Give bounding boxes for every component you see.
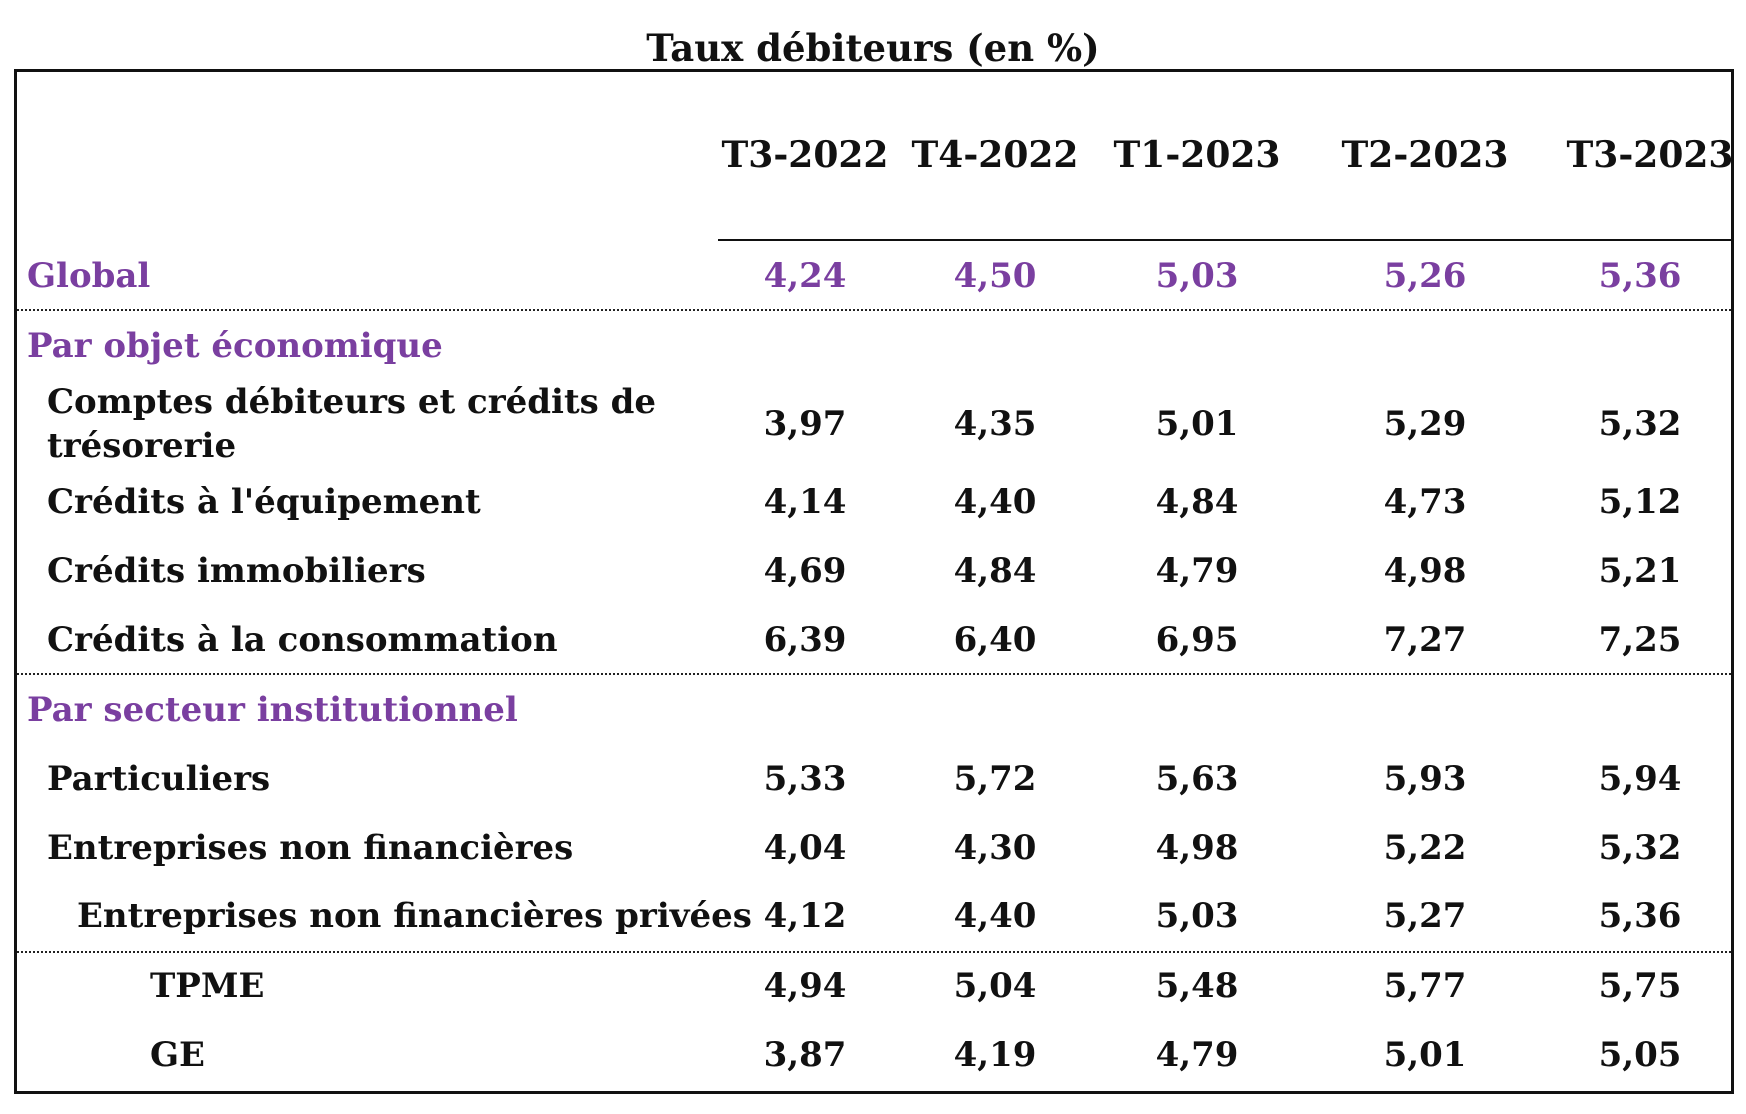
table-cell: 4,50 xyxy=(953,256,1037,296)
table-cell: 3,87 xyxy=(763,1035,847,1075)
table-frame xyxy=(14,69,1734,1094)
column-header: T1-2023 xyxy=(1113,134,1281,176)
table-cell: 5,22 xyxy=(1383,828,1467,868)
section-divider xyxy=(17,309,1731,311)
section-heading-objet: Par objet économique xyxy=(27,326,443,366)
row-label: GE xyxy=(150,1035,205,1075)
table-cell: 7,25 xyxy=(1598,620,1682,660)
row-label: Comptes débiteurs et crédits de xyxy=(47,382,657,422)
table-cell: 4,12 xyxy=(763,896,847,936)
row-label: Crédits immobiliers xyxy=(47,551,426,591)
table-cell: 3,97 xyxy=(763,404,847,444)
table-cell: 5,03 xyxy=(1155,896,1239,936)
table-cell: 4,84 xyxy=(1155,482,1239,522)
row-label: TPME xyxy=(150,966,265,1006)
column-header: T2-2023 xyxy=(1341,134,1509,176)
column-header: T3-2022 xyxy=(721,134,889,176)
table-cell: 4,98 xyxy=(1383,551,1467,591)
table-cell: 5,93 xyxy=(1383,759,1467,799)
table-cell: 5,01 xyxy=(1383,1035,1467,1075)
table-cell: 6,95 xyxy=(1155,620,1239,660)
table-cell: 4,79 xyxy=(1155,1035,1239,1075)
table-cell: 7,27 xyxy=(1383,620,1467,660)
section-divider xyxy=(17,673,1731,675)
table-cell: 5,48 xyxy=(1155,966,1239,1006)
table-cell: 4,98 xyxy=(1155,828,1239,868)
table-cell: 5,94 xyxy=(1598,759,1682,799)
row-label: Crédits à l'équipement xyxy=(47,482,481,522)
table-cell: 5,32 xyxy=(1598,404,1682,444)
table-cell: 6,40 xyxy=(953,620,1037,660)
row-label: Entreprises non financières privées xyxy=(77,896,752,936)
table-cell: 4,40 xyxy=(953,896,1037,936)
table-cell: 4,30 xyxy=(953,828,1037,868)
table-cell: 5,27 xyxy=(1383,896,1467,936)
table-cell: 4,73 xyxy=(1383,482,1467,522)
table-cell: 5,32 xyxy=(1598,828,1682,868)
table-cell: 5,77 xyxy=(1383,966,1467,1006)
table-cell: 4,35 xyxy=(953,404,1037,444)
table-title: Taux débiteurs (en %) xyxy=(646,26,1100,70)
column-header: T3-2023 xyxy=(1566,134,1734,176)
table-cell: 5,72 xyxy=(953,759,1037,799)
row-label-global: Global xyxy=(27,256,151,296)
table-cell: 5,05 xyxy=(1598,1035,1682,1075)
table-cell: 5,26 xyxy=(1383,256,1467,296)
table-cell: 5,21 xyxy=(1598,551,1682,591)
column-header: T4-2022 xyxy=(911,134,1079,176)
table-cell: 4,14 xyxy=(763,482,847,522)
table-cell: 4,69 xyxy=(763,551,847,591)
table-cell: 4,04 xyxy=(763,828,847,868)
table-cell: 4,84 xyxy=(953,551,1037,591)
table-cell: 4,79 xyxy=(1155,551,1239,591)
table-cell: 5,04 xyxy=(953,966,1037,1006)
table-cell: 4,94 xyxy=(763,966,847,1006)
table-cell: 5,33 xyxy=(763,759,847,799)
table-cell: 4,19 xyxy=(953,1035,1037,1075)
table-cell: 5,75 xyxy=(1598,966,1682,1006)
row-label: Entreprises non financières xyxy=(47,828,574,868)
table-cell: 4,40 xyxy=(953,482,1037,522)
table-cell: 5,03 xyxy=(1155,256,1239,296)
row-label: Particuliers xyxy=(47,759,271,799)
section-divider xyxy=(17,951,1731,953)
row-label: trésorerie xyxy=(47,426,237,466)
table-cell: 4,24 xyxy=(763,256,847,296)
section-heading-secteur: Par secteur institutionnel xyxy=(27,690,518,730)
table-cell: 5,36 xyxy=(1598,256,1682,296)
table-cell: 5,29 xyxy=(1383,404,1467,444)
table-cell: 5,12 xyxy=(1598,482,1682,522)
table-cell: 5,36 xyxy=(1598,896,1682,936)
header-divider xyxy=(718,239,1734,241)
table-cell: 5,01 xyxy=(1155,404,1239,444)
table-cell: 5,63 xyxy=(1155,759,1239,799)
row-label: Crédits à la consommation xyxy=(47,620,558,660)
table-cell: 6,39 xyxy=(763,620,847,660)
